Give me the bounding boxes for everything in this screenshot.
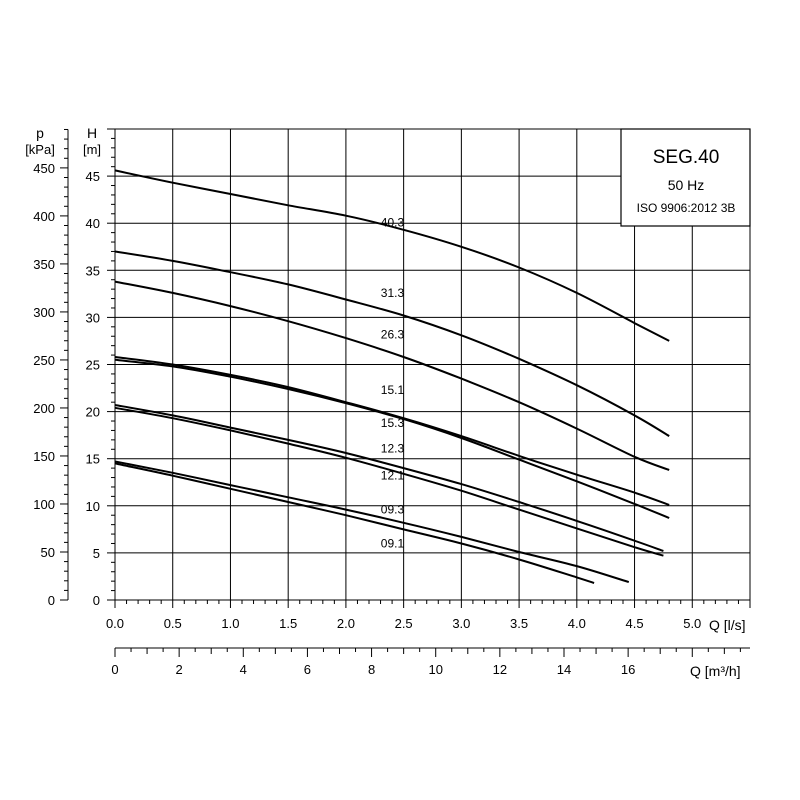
curve-09-3 — [114, 460, 630, 584]
x2-tick-label: 12 — [493, 662, 507, 677]
p-axis-label-line2: [kPa] — [25, 142, 55, 157]
p-tick-label: 50 — [41, 545, 55, 560]
h-axis-label-line2: [m] — [83, 142, 101, 157]
curve-26-3 — [114, 280, 670, 471]
x-tick-label: 1.0 — [221, 616, 239, 631]
labels-layer: 40.3 31.3 26.3 15.1 15.3 12.3 12.1 09.3 09.1 — [381, 215, 405, 550]
p-tick-label: 450 — [33, 161, 55, 176]
curve-label-15-1: 15.1 — [381, 383, 405, 397]
x-tick-label: 4.0 — [568, 616, 586, 631]
h-tick-label: 45 — [86, 169, 100, 184]
h-tick-label: 0 — [93, 593, 100, 608]
p-tick-label: 350 — [33, 257, 55, 272]
p-tick-label: 0 — [48, 593, 55, 608]
h-tick-label: 20 — [86, 405, 100, 420]
title-box-frame — [620, 128, 751, 227]
x-tick-label: 1.5 — [279, 616, 297, 631]
p-tick-label: 100 — [33, 497, 55, 512]
x-tick-label: 2.5 — [395, 616, 413, 631]
curve-12-3 — [114, 404, 664, 552]
h-tick-label: 15 — [86, 452, 100, 467]
chart-standard: ISO 9906:2012 3B — [637, 201, 736, 215]
curve-40-3 — [114, 169, 670, 342]
curves-layer — [114, 169, 670, 584]
x-axis-label: Q [l/s] — [709, 617, 746, 633]
curve-12-1 — [114, 406, 664, 557]
curve-15-3 — [114, 358, 670, 519]
h-axis-label-line1: H — [87, 125, 97, 141]
x-tick-label: 5.0 — [683, 616, 701, 631]
h-tick-label: 35 — [86, 263, 100, 278]
curve-label-09-3: 09.3 — [381, 503, 405, 517]
curve-31-3 — [114, 250, 670, 437]
curve-label-40-3: 40.3 — [381, 215, 405, 229]
x-tick-label: 2.0 — [337, 616, 355, 631]
curve-label-31-3: 31.3 — [381, 286, 405, 300]
x2-axis-label: Q [m³/h] — [690, 663, 741, 679]
p-tick-label: 400 — [33, 209, 55, 224]
p-tick-label: 300 — [33, 305, 55, 320]
x-tick-label: 3.5 — [510, 616, 528, 631]
chart-title: SEG.40 — [653, 147, 720, 168]
x2-tick-label: 4 — [240, 662, 247, 677]
x2-tick-label: 0 — [111, 662, 118, 677]
x-tick-label: 0.0 — [106, 616, 124, 631]
x-tick-label: 4.5 — [626, 616, 644, 631]
h-tick-label: 30 — [86, 310, 100, 325]
curve-label-26-3: 26.3 — [381, 327, 405, 341]
p-tick-label: 150 — [33, 449, 55, 464]
ticks-layer: 0510152025303540450501001502002503003504… — [33, 128, 751, 677]
curve-09-1 — [114, 462, 595, 584]
x-tick-label: 0.5 — [164, 616, 182, 631]
h-tick-label: 10 — [86, 499, 100, 514]
p-tick-label: 250 — [33, 353, 55, 368]
x2-tick-label: 14 — [557, 662, 571, 677]
x2-tick-label: 2 — [176, 662, 183, 677]
h-tick-label: 5 — [93, 546, 100, 561]
x2-tick-label: 6 — [304, 662, 311, 677]
x2-tick-label: 8 — [368, 662, 375, 677]
title-box: SEG.40 50 Hz ISO 9906:2012 3B — [620, 128, 751, 227]
curve-label-09-1: 09.1 — [381, 537, 405, 551]
p-axis-label-line1: p — [36, 125, 44, 141]
x2-tick-label: 10 — [428, 662, 442, 677]
x2-tick-label: 16 — [621, 662, 635, 677]
curve-label-15-3: 15.3 — [381, 416, 405, 430]
p-tick-label: 200 — [33, 401, 55, 416]
chart-frequency: 50 Hz — [668, 177, 705, 193]
h-tick-label: 40 — [86, 216, 100, 231]
x-tick-label: 3.0 — [452, 616, 470, 631]
curve-label-12-1: 12.1 — [381, 469, 405, 483]
h-tick-label: 25 — [86, 358, 100, 373]
curve-label-12-3: 12.3 — [381, 441, 405, 455]
